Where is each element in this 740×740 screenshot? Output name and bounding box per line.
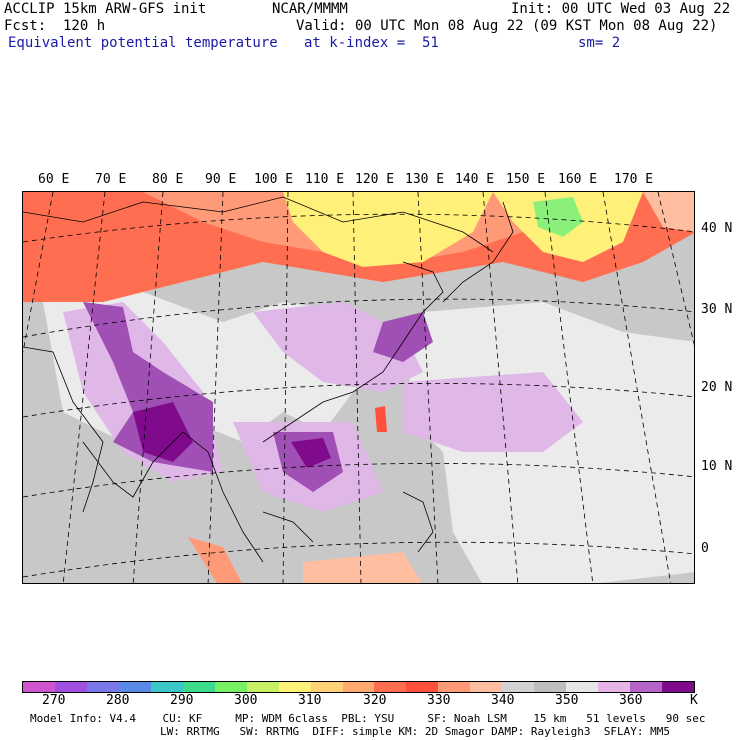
colorbar-tick-label: 360: [619, 693, 643, 708]
colorbar-unit: K: [690, 693, 698, 708]
longitude-label: 160 E: [558, 172, 598, 187]
purple-core-china: [373, 312, 433, 362]
equator-orange: [303, 552, 422, 583]
longitude-label: 120 E: [355, 172, 395, 187]
theta-e-map: [22, 191, 695, 584]
latitude-label: 40 N: [701, 221, 733, 236]
colorbar-swatch: [246, 682, 279, 692]
colorbar-swatch: [118, 682, 151, 692]
north-yellow-region: [283, 192, 493, 267]
north-green-spot: [533, 197, 583, 237]
colorbar-swatch: [342, 682, 375, 692]
longitude-label: 60 E: [38, 172, 70, 187]
colorbar-swatch: [150, 682, 183, 692]
map-canvas: [23, 192, 694, 583]
lavender-region-pacific: [403, 372, 583, 452]
level-label: at k-index = 51: [304, 35, 439, 51]
purple-core-taiwan: [375, 406, 387, 432]
colorbar-swatch: [54, 682, 87, 692]
colorbar-swatch: [598, 682, 631, 692]
colorbar-swatch: [566, 682, 599, 692]
sumatra-orange: [188, 537, 242, 583]
colorbar-swatch: [214, 682, 247, 692]
valid-time: Valid: 00 UTC Mon 08 Aug 22 (09 KST Mon …: [296, 18, 718, 34]
model-info-line: Model Info: V4.4 CU: KF MP: WDM 6class P…: [30, 712, 706, 725]
forecast-hour: Fcst: 120 h: [4, 18, 106, 34]
longitude-label: 100 E: [254, 172, 294, 187]
colorbar-swatch: [23, 682, 55, 692]
longitude-label: 150 E: [506, 172, 546, 187]
colorbar-tick-label: 330: [427, 693, 451, 708]
colorbar-tick-label: 280: [106, 693, 130, 708]
colorbar-swatch: [86, 682, 119, 692]
colorbar-swatch: [182, 682, 215, 692]
latitude-label: 10 N: [701, 459, 733, 474]
colorbar-swatch: [310, 682, 343, 692]
lavender-region-china: [253, 302, 423, 392]
latitude-label: 20 N: [701, 380, 733, 395]
model-title: ACCLIP 15km ARW-GFS init: [4, 1, 207, 17]
field-name: Equivalent potential temperature: [8, 35, 278, 51]
latitude-label: 30 N: [701, 302, 733, 317]
colorbar-swatch: [470, 682, 503, 692]
purple-core-vietnam: [291, 438, 331, 468]
physics-info-line: LW: RRTMG SW: RRTMG DIFF: simple KM: 2D …: [160, 725, 670, 738]
colorbar-swatch: [534, 682, 567, 692]
colorbar-tick-label: 300: [234, 693, 258, 708]
colorbar-tick-label: 350: [555, 693, 579, 708]
colorbar: [22, 681, 695, 693]
longitude-label: 130 E: [405, 172, 445, 187]
longitude-label: 80 E: [152, 172, 184, 187]
latitude-label: 0: [701, 541, 709, 556]
colorbar-swatch: [662, 682, 695, 692]
coastlines: [23, 196, 514, 563]
longitude-label: 140 E: [455, 172, 495, 187]
longitude-label: 70 E: [95, 172, 127, 187]
colorbar-tick-label: 340: [491, 693, 515, 708]
center-label: NCAR/MMMM: [272, 1, 348, 17]
colorbar-swatch: [374, 682, 407, 692]
purple-core-bay: [133, 402, 193, 462]
colorbar-swatch: [406, 682, 439, 692]
longitude-label: 170 E: [614, 172, 654, 187]
colorbar-tick-label: 320: [363, 693, 387, 708]
colorbar-swatch: [278, 682, 311, 692]
longitude-label: 90 E: [205, 172, 237, 187]
smoothing-label: sm= 2: [578, 35, 621, 51]
colorbar-swatch: [630, 682, 663, 692]
north-east-orange: [643, 192, 694, 232]
colorbar-tick-label: 310: [298, 693, 322, 708]
graticule: [23, 192, 694, 583]
init-time: Init: 00 UTC Wed 03 Aug 22: [511, 1, 731, 17]
colorbar-swatch: [502, 682, 535, 692]
colorbar-tick-label: 290: [170, 693, 194, 708]
longitude-label: 110 E: [305, 172, 345, 187]
colorbar-swatch: [438, 682, 471, 692]
colorbar-tick-label: 270: [42, 693, 66, 708]
